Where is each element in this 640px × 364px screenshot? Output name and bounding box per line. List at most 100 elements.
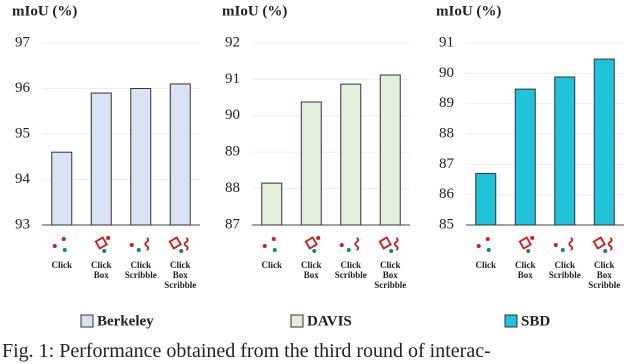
y-tick-label: 91 bbox=[439, 34, 454, 50]
bar bbox=[261, 182, 283, 226]
click-dot bbox=[179, 249, 184, 253]
scribble bbox=[393, 237, 399, 251]
click-dot bbox=[106, 236, 111, 240]
bar bbox=[51, 151, 73, 226]
x-tick-label: Click bbox=[475, 260, 496, 270]
y-tick-label: 85 bbox=[439, 216, 454, 232]
y-tick-label: 88 bbox=[439, 125, 454, 141]
x-tick-label: Click Box Scribble bbox=[374, 260, 406, 290]
x-tick-label: Click Box Scribble bbox=[164, 260, 196, 290]
y-tick-label: 89 bbox=[225, 144, 240, 160]
y-tick-label: 89 bbox=[439, 95, 454, 111]
y-tick-label: 97 bbox=[15, 34, 31, 50]
click-dot bbox=[52, 244, 57, 248]
input-icon bbox=[168, 236, 189, 253]
y-tick-label: 92 bbox=[225, 34, 240, 50]
bar bbox=[593, 58, 615, 226]
click-dot bbox=[272, 248, 277, 252]
y-axis-title: mIoU (%) bbox=[436, 3, 501, 19]
click-dot bbox=[262, 244, 267, 248]
legend-label: SBD bbox=[521, 313, 550, 329]
y-tick-label: 88 bbox=[225, 180, 240, 196]
input-icon bbox=[129, 237, 150, 252]
y-tick-label: 86 bbox=[439, 186, 455, 202]
bar bbox=[340, 83, 362, 226]
legend-swatch bbox=[290, 314, 304, 328]
bar bbox=[300, 101, 322, 226]
y-tick-label: 87 bbox=[439, 156, 455, 172]
x-tick-label: Click Box bbox=[515, 260, 536, 280]
input-icon bbox=[476, 237, 491, 252]
legend-label: DAVIS bbox=[307, 313, 352, 329]
bar bbox=[169, 83, 191, 226]
click-dot bbox=[339, 243, 344, 247]
click-dot bbox=[476, 244, 481, 248]
click-dot bbox=[316, 236, 321, 240]
input-icon bbox=[52, 237, 67, 252]
scribble bbox=[354, 237, 360, 251]
input-icon bbox=[339, 237, 360, 252]
x-tick-label: Click Box bbox=[91, 260, 112, 280]
click-dot bbox=[553, 243, 558, 247]
x-tick-label: Click Box Scribble bbox=[588, 260, 620, 290]
click-dot bbox=[530, 236, 535, 240]
input-icon bbox=[94, 236, 111, 253]
y-axis-title: mIoU (%) bbox=[222, 3, 287, 19]
box bbox=[304, 236, 318, 250]
click-dot bbox=[526, 249, 531, 253]
box bbox=[518, 236, 532, 250]
click-dot bbox=[560, 248, 565, 252]
input-icon bbox=[262, 237, 277, 252]
legend-swatch bbox=[80, 314, 94, 328]
click-dot bbox=[102, 249, 107, 253]
y-tick-label: 94 bbox=[15, 171, 31, 187]
x-tick-label: Click Scribble bbox=[125, 260, 157, 280]
scribble bbox=[144, 237, 150, 251]
x-tick-label: Click Box bbox=[301, 260, 322, 280]
scribble bbox=[568, 237, 574, 251]
click-dot bbox=[136, 248, 141, 252]
click-dot bbox=[61, 237, 66, 241]
box bbox=[94, 236, 108, 250]
click-dot bbox=[485, 237, 490, 241]
bar bbox=[554, 76, 576, 226]
y-tick-label: 90 bbox=[439, 65, 454, 81]
click-dot bbox=[346, 248, 351, 252]
input-icon bbox=[518, 236, 535, 253]
click-dot bbox=[129, 243, 134, 247]
input-icon bbox=[378, 236, 399, 253]
input-icon bbox=[592, 236, 613, 253]
click-dot bbox=[312, 249, 317, 253]
bar bbox=[130, 88, 152, 226]
bar bbox=[514, 88, 536, 226]
box bbox=[592, 236, 606, 250]
click-dot bbox=[486, 248, 491, 252]
input-icon bbox=[553, 237, 574, 252]
x-tick-label: Click Scribble bbox=[549, 260, 581, 280]
y-tick-label: 96 bbox=[15, 80, 31, 96]
bar bbox=[379, 74, 401, 226]
y-tick-label: 93 bbox=[15, 216, 30, 232]
scribble bbox=[607, 237, 613, 251]
scribble bbox=[183, 237, 189, 251]
bar bbox=[475, 172, 497, 226]
legend-swatch bbox=[504, 314, 518, 328]
x-tick-label: Click Scribble bbox=[335, 260, 367, 280]
click-dot bbox=[271, 237, 276, 241]
y-tick-label: 95 bbox=[15, 125, 30, 141]
x-tick-label: Click bbox=[51, 260, 72, 270]
bar bbox=[90, 92, 112, 226]
box bbox=[378, 236, 392, 250]
box bbox=[168, 236, 182, 250]
y-tick-label: 87 bbox=[225, 216, 241, 232]
caption: Fig. 1: Performance obtained from the th… bbox=[2, 340, 491, 362]
y-tick-label: 90 bbox=[225, 107, 240, 123]
y-tick-label: 91 bbox=[225, 71, 240, 87]
click-dot bbox=[389, 249, 394, 253]
input-icon bbox=[304, 236, 321, 253]
click-dot bbox=[62, 248, 67, 252]
click-dot bbox=[603, 249, 608, 253]
y-axis-title: mIoU (%) bbox=[12, 3, 77, 19]
x-tick-label: Click bbox=[261, 260, 282, 270]
